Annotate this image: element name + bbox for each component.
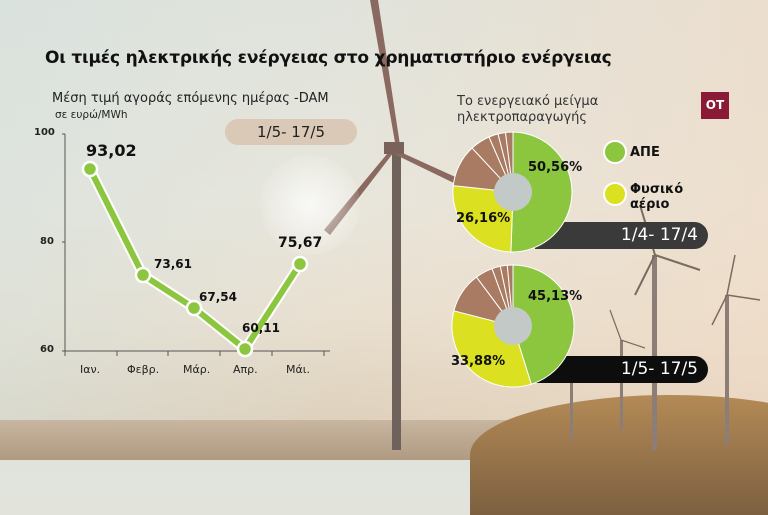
data-point-feb [134, 266, 152, 284]
pie-april-res-label: 50,56% [528, 160, 583, 175]
pie-may-gas-label: 33,88% [451, 354, 506, 369]
page-title: Οι τιμές ηλεκτρικής ενέργειας στο χρηματ… [45, 48, 612, 68]
price-line-chart [62, 133, 330, 358]
legend-label-gas: Φυσικό αέριο [630, 182, 683, 212]
energy-mix-pies [451, 131, 575, 388]
data-point-may [291, 255, 309, 273]
x-label-feb: Φεβρ. [127, 363, 160, 376]
y-tick-60: 60 [40, 344, 54, 355]
legend-dot-res [603, 140, 627, 164]
wind-turbines-illustration [324, 0, 761, 450]
energy-mix-title: Το ενεργειακό μείγμα ηλεκτροπαραγωγής [457, 94, 598, 126]
price-chart-subtitle: Μέση τιμή αγοράς επόμενης ημέρας -DAM [52, 91, 329, 106]
value-label-jan: 93,02 [86, 141, 137, 160]
chart-axes [62, 133, 330, 356]
energy-mix-title-line2: ηλεκτροπαραγωγής [457, 110, 588, 125]
period-bar-april: 1/4- 17/4 [535, 222, 708, 249]
x-label-jan: Ιαν. [80, 363, 101, 376]
legend-label-gas-line2: αέριο [630, 197, 670, 212]
y-tick-80: 80 [40, 236, 54, 247]
pie-may [451, 264, 575, 388]
period-badge: 1/5- 17/5 [225, 119, 357, 145]
price-chart-unit: σε ευρώ/MWh [55, 109, 128, 121]
pie-april-gas-label: 26,16% [456, 211, 511, 226]
pie-may-res-label: 45,13% [528, 289, 583, 304]
x-label-mar: Μάρ. [183, 363, 211, 376]
data-point-mar [185, 299, 203, 317]
y-tick-100: 100 [34, 127, 55, 138]
legend-dot-gas [603, 182, 627, 206]
period-bar-may: 1/5- 17/5 [535, 356, 708, 383]
data-point-jan [81, 160, 99, 178]
sun-glow [260, 155, 360, 255]
x-label-apr: Απρ. [233, 363, 258, 376]
x-label-may: Μάι. [286, 363, 310, 376]
energy-mix-title-line1: Το ενεργειακό μείγμα [457, 94, 599, 109]
ot-logo: OT [701, 92, 729, 119]
value-label-feb: 73,61 [154, 257, 192, 271]
value-label-mar: 67,54 [199, 290, 237, 304]
legend-label-gas-line1: Φυσικό [630, 182, 684, 197]
pie-april [452, 131, 573, 253]
value-label-may: 75,67 [278, 235, 323, 251]
value-label-apr: 60,11 [242, 321, 280, 335]
legend-label-res: ΑΠΕ [630, 145, 660, 160]
data-point-apr [236, 340, 254, 358]
